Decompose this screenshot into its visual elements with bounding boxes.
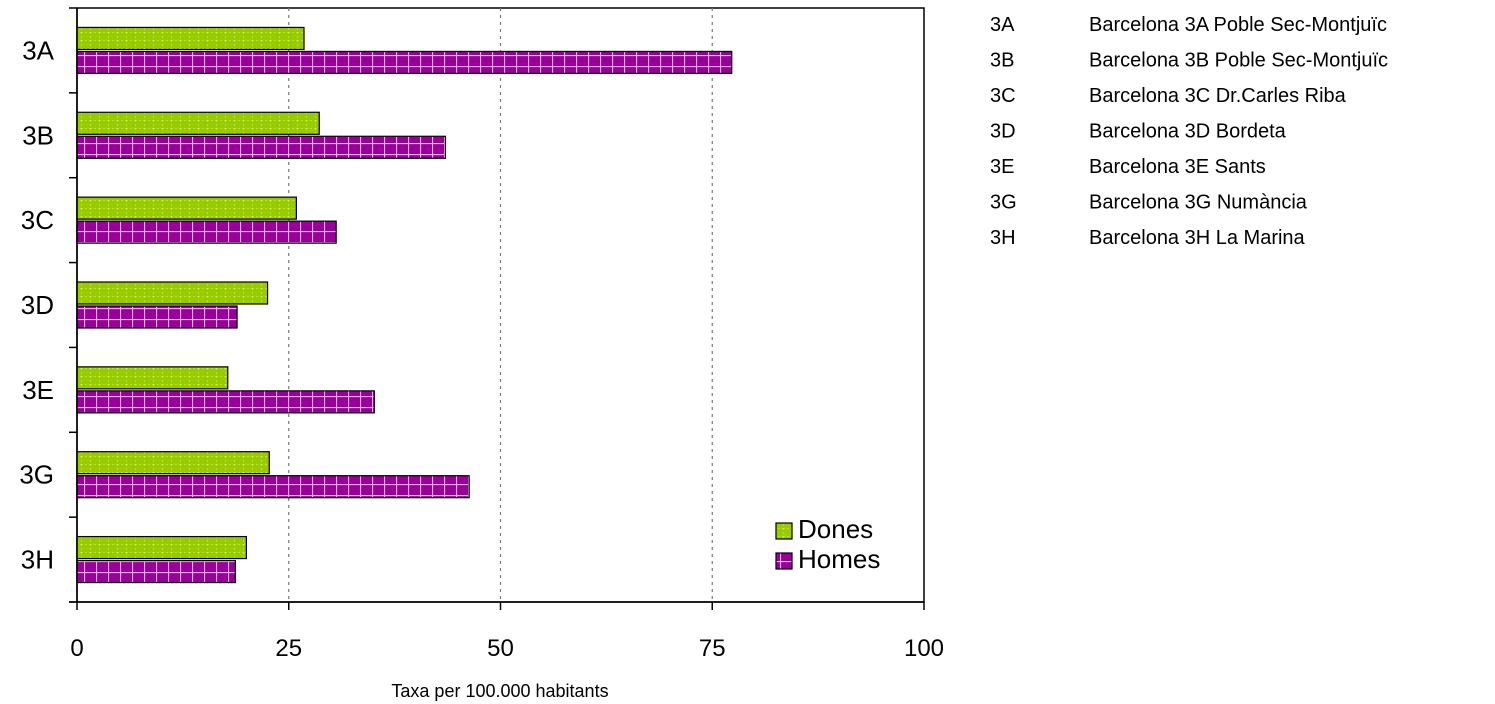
category-label-3g: 3G bbox=[19, 460, 54, 490]
region-key-table: 3A Barcelona 3A Poble Sec-Montjuïc 3B Barce… bbox=[990, 14, 1388, 249]
x-tick-label-0: 0 bbox=[70, 635, 83, 662]
category-label-3e: 3E bbox=[22, 375, 54, 405]
category-label-3c: 3C bbox=[21, 205, 54, 235]
key-name-3a: Barcelona 3A Poble Sec-Montjuïc bbox=[1089, 14, 1387, 36]
bar-dones-3d bbox=[76, 281, 269, 305]
key-name-3d: Barcelona 3D Bordeta bbox=[1089, 121, 1287, 143]
bar-dones-3h bbox=[76, 535, 247, 560]
category-label-3d: 3D bbox=[21, 290, 54, 320]
key-name-3c: Barcelona 3C Dr.Carles Riba bbox=[1089, 85, 1347, 107]
legend-label-homes: Homes bbox=[798, 544, 880, 574]
x-tick-label-100: 100 bbox=[904, 635, 944, 662]
legend-label-dones: Dones bbox=[798, 514, 873, 544]
category-label-3a: 3A bbox=[22, 35, 54, 65]
bar-dones-3a bbox=[76, 26, 305, 51]
key-code-3g: 3G bbox=[990, 192, 1017, 214]
bar-homes-3c bbox=[76, 220, 337, 244]
legend-swatch-dones bbox=[775, 522, 793, 540]
bar-dones-3g bbox=[76, 451, 270, 475]
legend-swatch-homes bbox=[775, 552, 793, 570]
bar-homes-3g bbox=[76, 475, 470, 499]
bar-homes-3b bbox=[76, 135, 447, 159]
key-code-3a: 3A bbox=[990, 14, 1015, 36]
key-code-3c: 3C bbox=[990, 85, 1016, 107]
bars bbox=[76, 26, 733, 584]
x-axis-title: Taxa per 100.000 habitants bbox=[391, 681, 608, 701]
bar-dones-3c bbox=[76, 196, 297, 220]
key-code-3h: 3H bbox=[990, 227, 1016, 249]
x-tick-label-75: 75 bbox=[699, 635, 726, 662]
key-name-3g: Barcelona 3G Numància bbox=[1089, 192, 1308, 214]
key-name-3e: Barcelona 3E Sants bbox=[1089, 156, 1266, 178]
grid-lines bbox=[288, 8, 713, 602]
key-code-3e: 3E bbox=[990, 156, 1014, 178]
category-label-3b: 3B bbox=[22, 120, 54, 150]
bar-dones-3b bbox=[76, 111, 320, 135]
x-tick-label-25: 25 bbox=[275, 635, 302, 662]
bar-homes-3h bbox=[76, 559, 236, 584]
bar-homes-3e bbox=[76, 390, 375, 414]
axes: 0 25 50 75 100 3A 3B 3C 3D 3E 3G 3H bbox=[19, 7, 944, 662]
key-code-3b: 3B bbox=[990, 50, 1014, 72]
bar-homes-3a bbox=[76, 50, 733, 75]
key-name-3h: Barcelona 3H La Marina bbox=[1089, 227, 1306, 249]
key-code-3d: 3D bbox=[990, 121, 1016, 143]
bar-dones-3e bbox=[76, 366, 229, 390]
key-name-3b: Barcelona 3B Poble Sec-Montjuïc bbox=[1089, 50, 1388, 72]
x-tick-label-50: 50 bbox=[487, 635, 514, 662]
bar-homes-3d bbox=[76, 305, 238, 329]
category-label-3h: 3H bbox=[21, 545, 54, 575]
